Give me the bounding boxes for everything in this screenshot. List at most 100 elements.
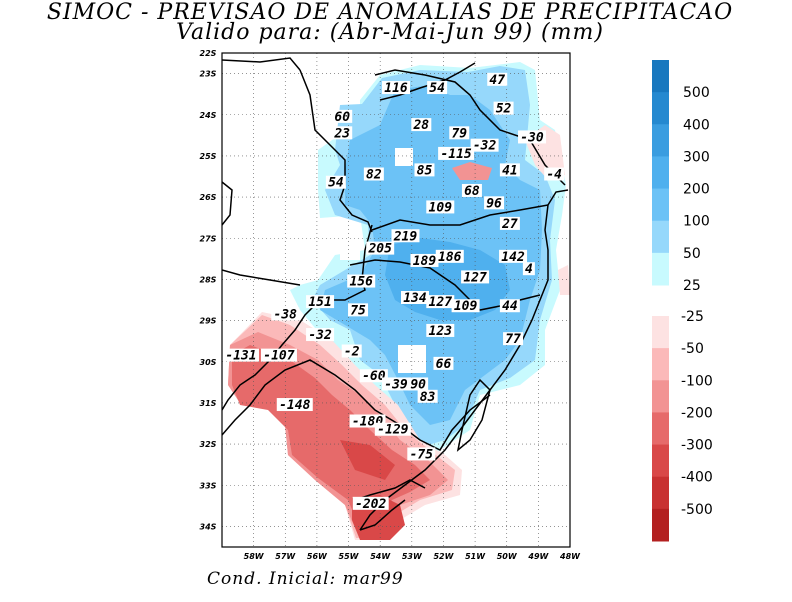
- contour-label: -32: [473, 139, 497, 154]
- border-parana-sc: [371, 204, 549, 231]
- contour-label: -148: [279, 398, 310, 413]
- contour-label-bg: [484, 196, 505, 210]
- lon-tick-label: 48W: [559, 552, 581, 561]
- legend-swatch-negative: [652, 380, 669, 413]
- contour-label-bg: [391, 229, 420, 243]
- border-south-coast: [359, 499, 406, 531]
- contour-label-bg: [522, 262, 535, 276]
- contour-label-bg: [470, 138, 499, 152]
- contour-label: 85: [417, 163, 433, 178]
- contour-label: 44: [502, 299, 518, 314]
- contour-label: 79: [451, 126, 467, 141]
- legend-swatch-positive: [652, 220, 669, 254]
- contour-label: 82: [366, 168, 382, 183]
- legend-swatch-negative: [652, 508, 669, 542]
- contour-label-bg: [518, 130, 547, 144]
- contour-label-bg: [438, 146, 475, 160]
- contour-label: -38: [274, 307, 298, 322]
- contour-label: -129: [377, 423, 408, 438]
- lat-tick-label: 27S: [200, 234, 217, 243]
- legend-label-negative: -100: [681, 373, 713, 389]
- contour-label: -131: [225, 349, 256, 364]
- contour-label: 47: [489, 73, 505, 88]
- lat-tick-label: 28S: [200, 275, 217, 284]
- legend-label-negative: -200: [681, 405, 713, 421]
- contour-label-bg: [374, 422, 411, 436]
- contour-label-bg: [341, 344, 362, 358]
- lagoon-shore: [456, 378, 491, 452]
- legend-swatch-positive: [652, 252, 669, 286]
- contour-label: 186: [438, 250, 462, 265]
- contour-label-bg: [382, 377, 410, 391]
- border-mato-grosso: [222, 57, 301, 71]
- region-neg-200: [232, 345, 430, 528]
- contour-label: 127: [429, 295, 453, 310]
- contour-label: 96: [486, 196, 502, 211]
- legend-label-positive: 50: [683, 246, 701, 262]
- lat-tick-label: 26S: [200, 193, 217, 202]
- legend-label-positive: 25: [683, 278, 701, 294]
- contour-label-bg: [499, 299, 520, 313]
- contour-label: -115: [440, 147, 471, 162]
- border-paraguay: [299, 69, 373, 233]
- border-uruguay: [222, 359, 491, 451]
- contour-label: 109: [454, 299, 478, 314]
- contour-label-bg: [426, 200, 455, 214]
- contour-label: 54: [429, 81, 445, 96]
- axis-ticks: 58W 57W 56W 55W 54W 53W 52W 51W 50W 49W 48W 22S 23S 2…: [200, 49, 582, 561]
- contour-label: 109: [429, 200, 453, 215]
- contour-label-bg: [276, 398, 313, 412]
- contour-label-bg: [271, 307, 300, 321]
- contour-label: -2: [344, 345, 360, 360]
- lon-tick-label: 57W: [275, 552, 296, 561]
- map-title: SIMOC - PREVISAO DE ANOMALIAS DE PRECIPI…: [46, 0, 734, 25]
- contour-label-bg: [347, 274, 376, 288]
- contour-label-bg: [461, 183, 482, 197]
- contour-label: -107: [263, 349, 294, 364]
- contour-label-bg: [382, 81, 410, 95]
- contour-label-bg: [544, 167, 565, 181]
- legend-label-negative: -50: [681, 341, 704, 357]
- contour-label: 219: [393, 229, 418, 244]
- legend-label-positive: 400: [683, 117, 710, 133]
- legend-label-negative: -25: [681, 309, 704, 325]
- contour-label-bg: [306, 328, 335, 342]
- contour-label-bg: [435, 249, 464, 263]
- contour-label-bg: [426, 323, 455, 337]
- lon-tick-label: 53W: [402, 552, 423, 561]
- initial-condition-label: Cond. Inicial: mar99: [207, 569, 404, 589]
- contour-label-bg: [359, 369, 388, 383]
- contour-label-bg: [366, 241, 395, 255]
- contour-label-bg: [408, 377, 429, 391]
- contour-label-bg: [411, 118, 432, 132]
- data-gap: [395, 148, 413, 166]
- contour-label: 41: [502, 163, 518, 178]
- lat-tick-label: 34S: [200, 522, 217, 531]
- contour-label: -202: [355, 497, 386, 512]
- contour-label: 75: [350, 303, 366, 318]
- contour-label-bg: [363, 167, 384, 181]
- contour-label: -30: [520, 130, 544, 145]
- lat-tick-label: 29S: [200, 317, 217, 326]
- lon-tick-label: 52W: [433, 552, 454, 561]
- contour-label: -39: [384, 377, 408, 392]
- data-gap: [340, 240, 360, 260]
- border-sp-pr: [374, 69, 566, 186]
- contour-label: 4: [525, 262, 533, 277]
- contour-label-bg: [352, 496, 389, 510]
- legend-label-positive: 200: [683, 182, 710, 198]
- map-subtitle: Valido para: (Abr-Mai-Jun 99) (mm): [176, 20, 604, 45]
- legend-swatch-positive: [652, 60, 669, 93]
- lat-tick-label: 32S: [200, 440, 217, 449]
- legend-label-positive: 100: [683, 214, 710, 230]
- contour-label: 23: [333, 126, 350, 141]
- contour-label-bg: [348, 303, 369, 317]
- lat-tick-label: 33S: [200, 481, 217, 490]
- contour-label-bg: [410, 253, 439, 267]
- legend-label-negative: -400: [681, 470, 713, 486]
- contour-label-bg: [325, 175, 346, 189]
- contour-label-bg: [260, 348, 297, 362]
- legend-label-positive: 500: [683, 85, 710, 101]
- legend-label-positive: 300: [683, 149, 710, 165]
- legend-swatch-positive: [652, 156, 669, 190]
